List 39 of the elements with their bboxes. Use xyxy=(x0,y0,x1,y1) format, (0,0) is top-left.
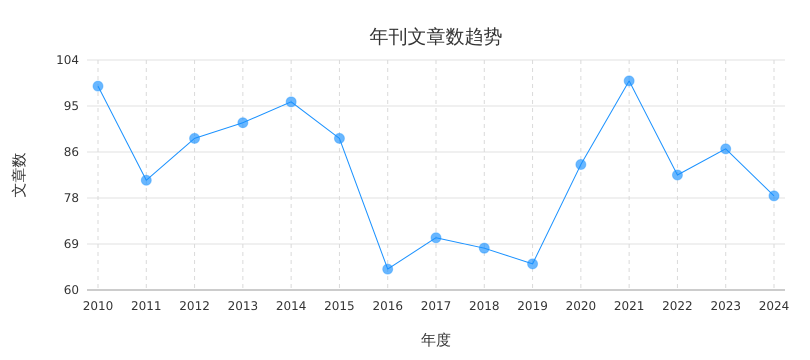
point xyxy=(478,242,490,254)
point xyxy=(286,96,297,108)
point xyxy=(189,132,200,144)
x-tick-label: 2020 xyxy=(566,299,596,313)
point xyxy=(575,159,586,170)
x-tick-label: 2017 xyxy=(420,299,452,313)
point xyxy=(768,190,780,202)
chart-title: 年刊文章数趋势 xyxy=(370,26,502,48)
x-tick-label: 2010 xyxy=(82,299,114,313)
point xyxy=(237,117,248,128)
point xyxy=(672,170,683,180)
point xyxy=(382,264,394,275)
y-axis-title: 文章数 xyxy=(10,152,28,198)
x-tick-label: 2012 xyxy=(179,299,210,313)
x-tick-label: 2013 xyxy=(228,299,258,313)
point xyxy=(624,75,635,86)
point xyxy=(430,232,442,244)
x-tick-label: 2023 xyxy=(710,299,741,313)
y-tick-label: 69 xyxy=(64,237,79,251)
point xyxy=(140,174,152,186)
point xyxy=(720,143,732,154)
x-axis-title: 年度 xyxy=(421,331,451,349)
x-tick-label: 2024 xyxy=(758,299,790,313)
x-tick-label: 2011 xyxy=(131,299,162,313)
x-tick-label: 2018 xyxy=(469,299,500,313)
y-tick-label: 104 xyxy=(56,53,79,67)
y-tick-label: 78 xyxy=(64,191,79,205)
x-tick-label: 2014 xyxy=(276,299,306,313)
point xyxy=(334,132,345,144)
y-tick-label: 60 xyxy=(64,283,79,297)
point xyxy=(92,80,104,92)
x-tick-label: 2015 xyxy=(324,299,355,313)
point xyxy=(527,258,538,270)
x-tick-label: 2016 xyxy=(372,299,403,313)
y-tick-label: 95 xyxy=(64,99,79,113)
x-tick-label: 2021 xyxy=(614,299,644,313)
y-tick-label: 86 xyxy=(64,145,79,159)
x-tick-label: 2022 xyxy=(662,299,693,313)
x-tick-label: 2019 xyxy=(517,299,548,313)
